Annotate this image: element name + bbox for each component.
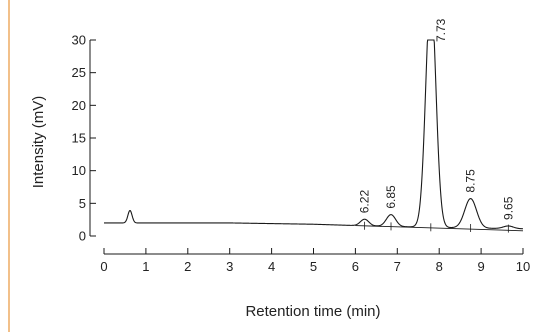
y-axis-title: Intensity (mV) <box>30 96 47 189</box>
x-tick-label: 7 <box>394 259 401 274</box>
x-tick-label: 5 <box>310 259 317 274</box>
y-tick-label: 10 <box>72 163 86 178</box>
x-tick-label: 6 <box>352 259 359 274</box>
y-tick-label: 0 <box>79 229 86 244</box>
x-tick-label: 3 <box>226 259 233 274</box>
peak-label: 7.73 <box>434 18 448 42</box>
x-tick-label: 9 <box>477 259 484 274</box>
peak-label: 6.85 <box>384 185 398 209</box>
y-tick-label: 15 <box>72 131 86 146</box>
peak-label: 9.65 <box>501 196 515 220</box>
y-tick-label: 5 <box>79 196 86 211</box>
x-tick-label: 1 <box>142 259 149 274</box>
peak-labels: 6.22 6.85 7.73 8.75 9.65 <box>358 18 515 233</box>
x-axis: 0 1 2 3 4 5 6 7 8 9 10 <box>100 248 530 274</box>
y-tick-label: 20 <box>72 98 86 113</box>
x-axis-title: Retention time (min) <box>245 303 380 320</box>
x-tick-label: 10 <box>516 259 530 274</box>
peak-label: 6.22 <box>358 190 372 214</box>
accent-side-rule <box>8 0 10 332</box>
y-tick-label: 30 <box>72 33 86 48</box>
peak-label: 8.75 <box>464 169 478 193</box>
x-tick-label: 0 <box>100 259 107 274</box>
x-tick-label: 8 <box>436 259 443 274</box>
x-tick-label: 4 <box>268 259 275 274</box>
traces <box>104 39 524 232</box>
y-axis: 0 5 10 15 20 25 30 <box>72 33 96 244</box>
y-tick-label: 25 <box>72 65 86 80</box>
chromatogram-trace <box>104 39 524 230</box>
baseline-skim-line <box>355 225 524 232</box>
x-tick-label: 2 <box>184 259 191 274</box>
